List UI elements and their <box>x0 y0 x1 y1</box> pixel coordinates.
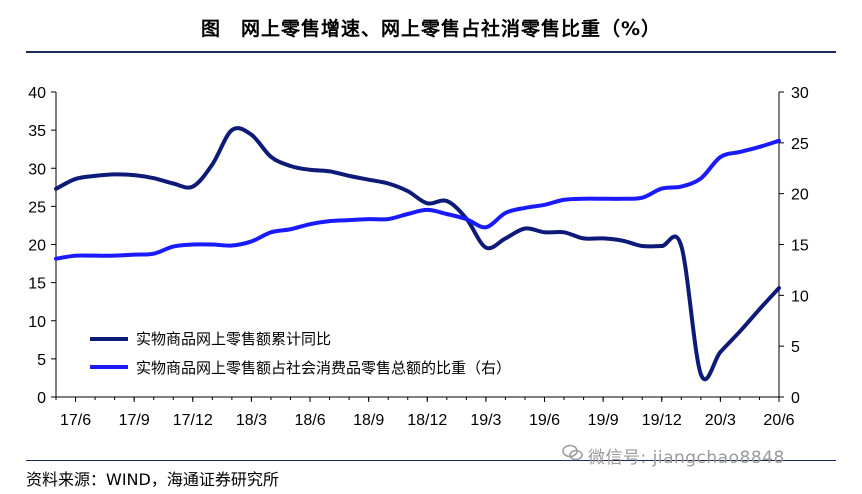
y-left-tick-label: 30 <box>28 161 46 178</box>
x-tick-label: 19/6 <box>529 412 560 429</box>
source-rule <box>26 460 836 461</box>
y-right-tick-label: 10 <box>791 288 809 305</box>
y-left-tick-label: 5 <box>37 352 46 369</box>
x-tick-label: 18/6 <box>294 412 325 429</box>
y-left-tick-label: 40 <box>28 85 46 102</box>
y-left-tick-label: 10 <box>28 314 46 331</box>
legend-label-growth: 实物商品网上零售额累计同比 <box>136 330 331 348</box>
y-right-tick-label: 20 <box>791 187 809 204</box>
watermark: 微信号: jiangchao8848 <box>588 448 785 468</box>
x-tick-label: 18/12 <box>407 412 447 429</box>
x-tick-label: 17/12 <box>173 412 213 429</box>
wechat-icon <box>562 444 583 461</box>
y-right-tick-label: 15 <box>791 238 809 255</box>
figure-title: 图 网上零售增速、网上零售占社消零售比重（%） <box>200 18 662 40</box>
series-line-online-retail-share <box>54 138 781 261</box>
series-line-online-retail-growth <box>54 126 781 382</box>
x-tick-label: 17/6 <box>60 412 91 429</box>
x-tick-label: 19/9 <box>588 412 619 429</box>
y-left-tick-label: 25 <box>28 199 46 216</box>
y-right-tick-label: 5 <box>791 339 800 356</box>
legend-label-share: 实物商品网上零售额占社会消费品零售总额的比重（右） <box>136 359 511 377</box>
series-layer <box>54 126 781 382</box>
source-note: 资料来源：WIND，海通证券研究所 <box>26 470 279 489</box>
x-tick-label: 18/9 <box>353 412 384 429</box>
y-left-tick-label: 0 <box>37 390 46 407</box>
title-rule <box>26 51 836 53</box>
y-right-tick-label: 0 <box>791 390 800 407</box>
y-left-tick-label: 20 <box>28 238 46 255</box>
x-tick-label: 18/3 <box>236 412 267 429</box>
y-left-tick-label: 15 <box>28 276 46 293</box>
y-right-tick-label: 25 <box>791 136 809 153</box>
x-tick-label: 17/9 <box>119 412 150 429</box>
y-right-tick-label: 30 <box>791 85 809 102</box>
x-tick-label: 20/6 <box>763 412 794 429</box>
y-left-tick-label: 35 <box>28 123 46 140</box>
legend: 实物商品网上零售额累计同比 实物商品网上零售额占社会消费品零售总额的比重（右） <box>90 330 511 377</box>
x-tick-label: 19/3 <box>470 412 501 429</box>
x-tick-label: 19/12 <box>642 412 682 429</box>
axes-layer: 0 5 10 15 20 25 30 35 40 0 5 10 15 20 25 30 17/6 17/9 17/1… <box>28 85 809 429</box>
x-tick-label: 20/3 <box>705 412 736 429</box>
line-chart: 0 5 10 15 20 25 30 35 40 0 5 10 15 20 25 30 17/6 17/9 17/1… <box>28 85 809 429</box>
